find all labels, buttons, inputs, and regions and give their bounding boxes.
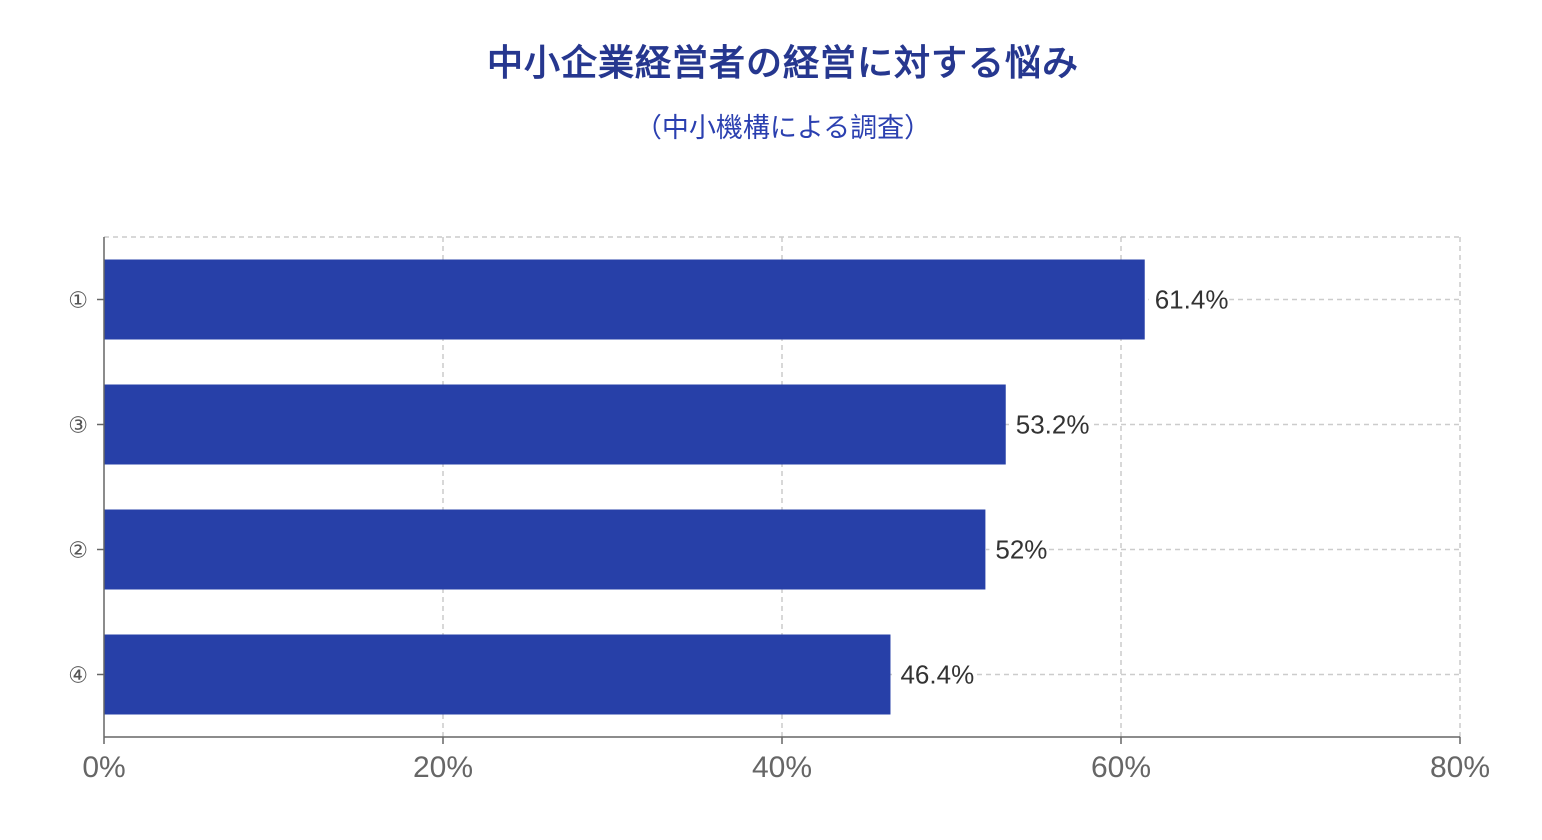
bar-3 (104, 634, 891, 715)
value-label-bg-3 (894, 658, 975, 691)
bar-1 (104, 384, 1006, 465)
category-label-1: ③ (68, 414, 88, 439)
value-label-3: 46.4% (900, 660, 974, 690)
x-tick-label-2: 40% (752, 751, 812, 784)
category-label-0: ① (68, 289, 88, 314)
x-tick-label-1: 20% (413, 751, 473, 784)
x-tick-label-0: 0% (82, 751, 125, 784)
labels: 61.4% 53.2% 52% 46.4% 0% 20% 40% 60% 80% ① ③ ② ④ (68, 283, 1490, 784)
value-label-bg-0 (1148, 283, 1230, 316)
value-label-bg-2 (989, 533, 1041, 566)
bar-0 (104, 259, 1145, 340)
value-label-1: 53.2% (1016, 410, 1090, 440)
chart-title: 中小企業経営者の経営に対する悩み (486, 43, 1079, 84)
chart-subtitle: （中小機構による調査） (634, 113, 932, 144)
bar-2 (104, 509, 986, 590)
category-label-3: ④ (68, 664, 88, 689)
x-tick-label-4: 80% (1430, 751, 1490, 784)
value-label-bg-1 (1009, 408, 1091, 441)
bars (104, 259, 1145, 715)
x-tick-label-3: 60% (1091, 751, 1151, 784)
axes (97, 237, 1461, 744)
value-label-2: 52% (995, 535, 1047, 565)
category-label-2: ② (68, 539, 88, 564)
value-label-0: 61.4% (1155, 285, 1229, 315)
